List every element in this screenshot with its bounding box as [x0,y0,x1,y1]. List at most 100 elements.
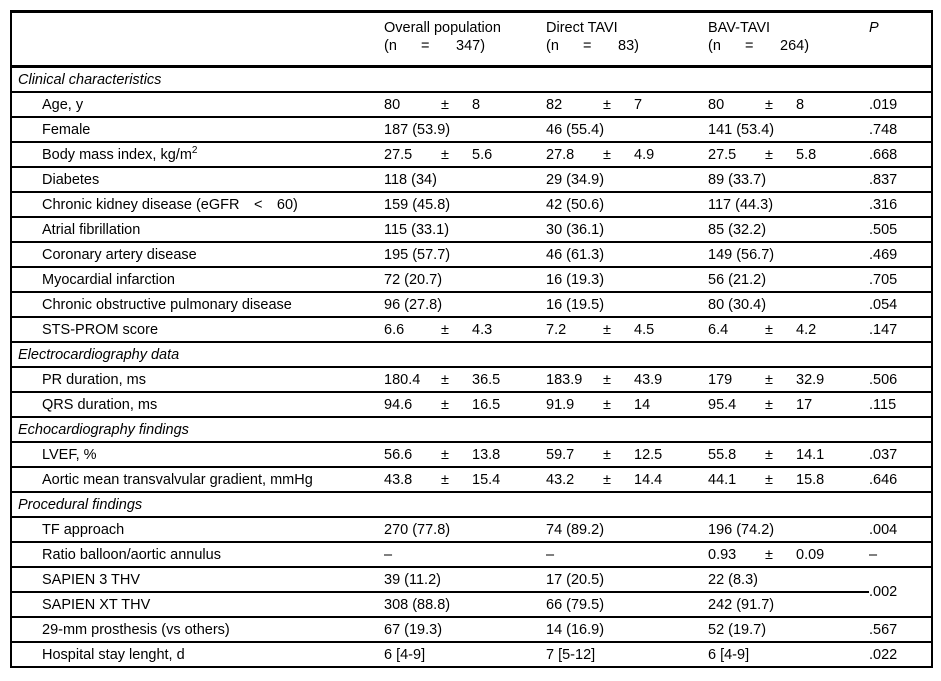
value-cell: 44.1 ±15.8 [708,467,869,493]
n-open: (n [708,38,721,54]
plus-minus-symbol: ± [441,96,449,113]
row-label: Body mass index, kg/m2 [11,142,384,168]
row-label: Coronary artery disease [11,242,384,268]
table-row: Body mass index, kg/m2 27.5 ±5.6 27.8 ±4.9 27… [11,142,932,168]
row-label: PR duration, ms [11,367,384,393]
value-cell: 14 (16.9) [546,617,708,643]
section-row: Electrocardiography data [11,342,932,368]
plus-minus-symbol: ± [765,146,773,163]
plus-minus-symbol: ± [603,446,611,463]
mean-value: 6.6 [384,321,405,338]
row-label: STS-PROM score [11,317,384,343]
plus-minus-symbol: ± [765,471,773,488]
value-cell: 7.2 ±4.5 [546,317,708,343]
plus-minus-symbol: ± [765,321,773,338]
column-title: Direct TAVI [546,20,618,36]
sd-value: 15.8 [796,471,825,488]
value-cell: 80 ±8 [708,92,869,118]
p-value-cell: .037 [869,442,932,468]
value-cell: 52 (19.7) [708,617,869,643]
sd-value: 36.5 [472,371,501,388]
n-open: (n [546,38,559,54]
value-cell: 117 (44.3) [708,192,869,218]
value-cell: 82 ±7 [546,92,708,118]
value-cell: 115 (33.1) [384,217,546,243]
sd-value: 5.6 [472,146,493,163]
mean-value: 82 [546,96,563,113]
mean-value: 179 [708,371,733,388]
p-value-cell: .668 [869,142,932,168]
value-cell: 55.8 ±14.1 [708,442,869,468]
table-row: TF approach 270 (77.8) 74 (89.2) 196 (74.2)… [11,517,932,543]
table-row: Coronary artery disease 195 (57.7) 46 (61.… [11,242,932,268]
plus-minus-symbol: ± [441,371,449,388]
baseline-characteristics-table: Overall population (n = 347) Direct TAVI (… [10,10,933,668]
sd-value: 0.09 [796,546,825,563]
value-cell: 59.7 ±12.5 [546,442,708,468]
sd-value: 7 [634,96,643,113]
plus-minus-symbol: ± [765,546,773,563]
row-label: Diabetes [11,167,384,193]
section-label: Clinical characteristics [11,66,932,93]
column-n-count: (n = 264) [708,37,869,55]
value-cell: 187 (53.9) [384,117,546,143]
plus-minus-symbol: ± [765,396,773,413]
value-cell: 159 (45.8) [384,192,546,218]
mean-value: 7.2 [546,321,567,338]
column-title: P [869,20,879,36]
p-value-cell: .316 [869,192,932,218]
table-row: Diabetes 118 (34) 29 (34.9) 89 (33.7) .837 [11,167,932,193]
section-row: Clinical characteristics [11,66,932,93]
value-cell: 118 (34) [384,167,546,193]
value-cell: 80 (30.4) [708,292,869,318]
plus-minus-symbol: ± [765,371,773,388]
p-value-cell: .469 [869,242,932,268]
value-cell: 91.9 ±14 [546,392,708,418]
p-value-cell: .705 [869,267,932,293]
sd-value: 12.5 [634,446,663,463]
mean-value: 27.5 [384,146,413,163]
row-label: Age, y [11,92,384,118]
mean-value: 94.6 [384,396,413,413]
value-cell: 27.5 ±5.6 [384,142,546,168]
p-value-cell: .837 [869,167,932,193]
table-row: Aortic mean transvalvular gradient, mmHg… [11,467,932,493]
equals-sign: = [421,38,430,54]
value-cell: 242 (91.7) [708,592,869,618]
header-p-value: P [869,11,932,68]
sd-value: 13.8 [472,446,501,463]
p-value-cell: .505 [869,217,932,243]
n-value: 347) [456,38,486,54]
table-row: Ratio balloon/aortic annulus – –0.93 ±0.09– [11,542,932,568]
value-cell: 16 (19.5) [546,292,708,318]
value-cell: 94.6 ±16.5 [384,392,546,418]
column-title: Overall population [384,20,501,36]
mean-value: 95.4 [708,396,737,413]
mean-value: 56.6 [384,446,413,463]
value-cell: 183.9 ±43.9 [546,367,708,393]
plus-minus-symbol: ± [603,96,611,113]
table-row: Age, y 80 ±8 82 ±7 80 ±8.019 [11,92,932,118]
table-row: SAPIEN XT THV 308 (88.8) 66 (79.5) 242 (91.… [11,592,932,618]
table-row: Atrial fibrillation 115 (33.1) 30 (36.1) 85… [11,217,932,243]
sd-value: 8 [472,96,481,113]
row-label: TF approach [11,517,384,543]
row-label: SAPIEN XT THV [11,592,384,618]
row-label: Atrial fibrillation [11,217,384,243]
plus-minus-symbol: ± [765,96,773,113]
table-row: Chronic obstructive pulmonary disease 96 … [11,292,932,318]
table-header: Overall population (n = 347) Direct TAVI (… [11,11,932,68]
p-value-cell: .004 [869,517,932,543]
sd-value: 14 [634,396,651,413]
header-direct-tavi: Direct TAVI (n = 83) [546,11,708,68]
plus-minus-symbol: ± [603,146,611,163]
column-title: BAV-TAVI [708,20,771,36]
equals-sign: = [583,38,592,54]
value-cell: 180.4 ±36.5 [384,367,546,393]
equals-sign: = [745,38,754,54]
row-label: SAPIEN 3 THV [11,567,384,593]
mean-value: 43.8 [384,471,413,488]
row-label: Hospital stay lenght, d [11,642,384,668]
section-row: Procedural findings [11,492,932,518]
mean-value: 80 [384,96,401,113]
